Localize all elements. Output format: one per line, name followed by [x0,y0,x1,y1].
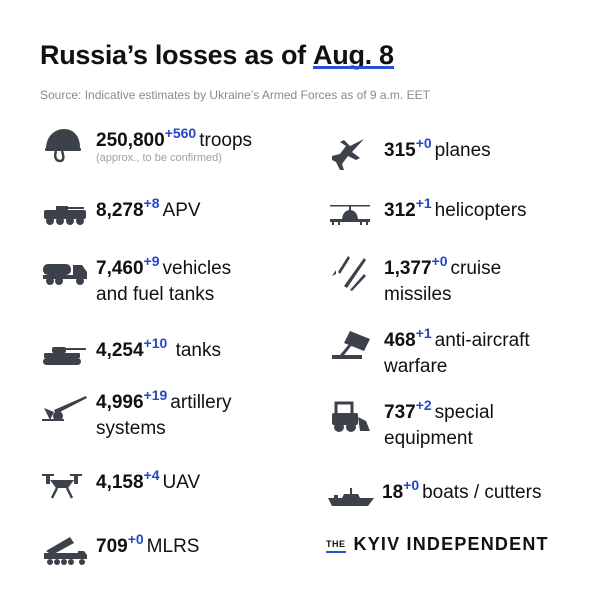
source-note: Source: Indicative estimates by Ukraine’… [40,88,430,102]
apv-icon [42,198,96,232]
boat-icon [328,480,382,514]
plane-icon [330,138,384,172]
page-title: Russia’s losses as of Aug. 8 [40,40,394,70]
drone-icon [42,470,96,504]
stat-missiles: 1,377+0 cruise missiles [330,253,501,308]
mlrs-icon [42,534,96,568]
stat-anti-aircraft: 468+1 anti-aircraft warfare [330,325,530,380]
artillery-icon [42,390,96,424]
tank-icon [42,338,96,372]
fuel-truck-icon [42,256,96,290]
stat-helicopters: 312+1 helicopters [330,195,527,232]
stat-planes: 315+0 planes [330,135,491,172]
anti-aircraft-icon [330,328,384,362]
title-date: Aug. 8 [313,40,394,70]
stat-boats: 18+0 boats / cutters [328,477,541,514]
helmet-icon [42,128,96,163]
stat-uav: 4,158+4 UAV [42,467,200,504]
stat-vehicles: 7,460+9 vehicles and fuel tanks [42,253,231,308]
stat-mlrs: 709+0 MLRS [42,531,199,568]
stat-troops: 250,800+560 troops (approx., to be confir… [42,125,252,165]
stat-special-equipment: 737+2 special equipment [330,397,494,452]
kyiv-independent-logo: THE KYIV INDEPENDENT [326,534,549,554]
stat-tanks: 4,254+10 tanks [42,335,221,372]
stat-apv: 8,278+8 APV [42,195,201,232]
missile-icon [330,256,384,291]
helicopter-icon [330,198,384,232]
stat-artillery: 4,996+19 artillery systems [42,387,232,442]
special-equipment-icon [330,400,384,434]
